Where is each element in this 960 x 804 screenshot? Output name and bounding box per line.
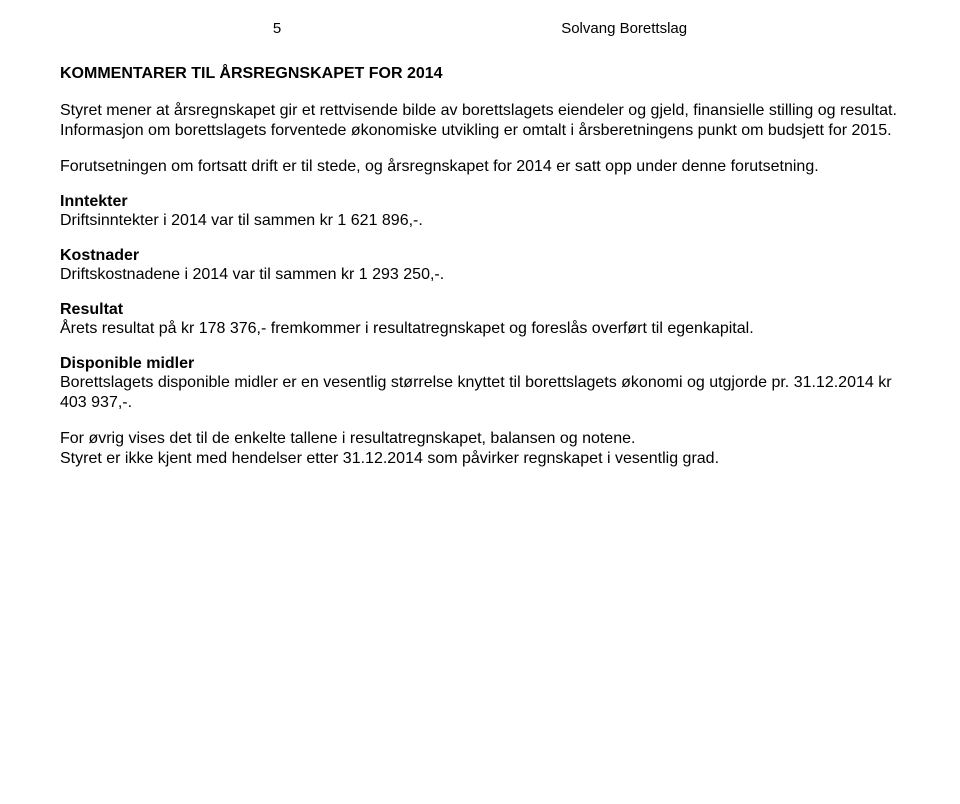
- resultat-body: Årets resultat på kr 178 376,- fremkomme…: [60, 319, 900, 339]
- resultat-heading: Resultat: [60, 301, 900, 319]
- kostnader-section: Kostnader Driftskostnadene i 2014 var ti…: [60, 247, 900, 285]
- closing-line-2: Styret er ikke kjent med hendelser etter…: [60, 449, 900, 469]
- inntekter-heading: Inntekter: [60, 193, 900, 211]
- resultat-section: Resultat Årets resultat på kr 178 376,- …: [60, 301, 900, 339]
- inntekter-body: Driftsinntekter i 2014 var til sammen kr…: [60, 211, 900, 231]
- forutsetning-paragraph: Forutsetningen om fortsatt drift er til …: [60, 157, 900, 177]
- closing-line-1: For øvrig vises det til de enkelte talle…: [60, 429, 900, 449]
- intro-paragraph: Styret mener at årsregnskapet gir et ret…: [60, 101, 900, 141]
- disponible-body: Borettslagets disponible midler er en ve…: [60, 373, 900, 413]
- disponible-section: Disponible midler Borettslagets disponib…: [60, 355, 900, 413]
- page-header: 5 Solvang Borettslag: [60, 20, 900, 37]
- document-page: 5 Solvang Borettslag KOMMENTARER TIL ÅRS…: [0, 0, 960, 804]
- kostnader-body: Driftskostnadene i 2014 var til sammen k…: [60, 265, 900, 285]
- inntekter-section: Inntekter Driftsinntekter i 2014 var til…: [60, 193, 900, 231]
- document-title: KOMMENTARER TIL ÅRSREGNSKAPET FOR 2014: [60, 65, 900, 83]
- company-name: Solvang Borettslag: [561, 20, 727, 37]
- disponible-heading: Disponible midler: [60, 355, 900, 373]
- page-number: 5: [233, 20, 281, 37]
- closing-block: For øvrig vises det til de enkelte talle…: [60, 429, 900, 469]
- kostnader-heading: Kostnader: [60, 247, 900, 265]
